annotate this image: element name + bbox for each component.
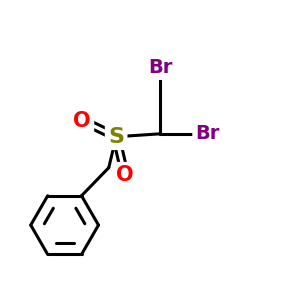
Text: S: S — [108, 127, 124, 147]
Text: O: O — [74, 111, 91, 130]
Text: Br: Br — [148, 58, 172, 77]
Text: Br: Br — [195, 124, 220, 143]
Text: O: O — [116, 165, 134, 185]
